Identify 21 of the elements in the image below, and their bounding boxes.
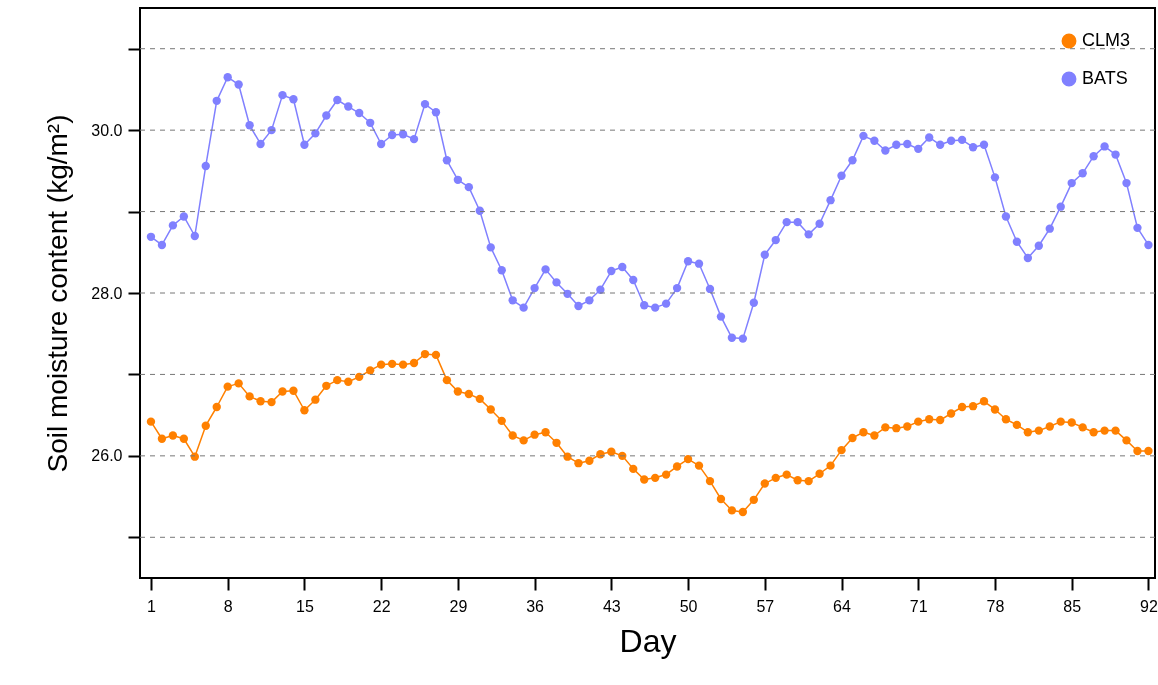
x-tick-label: 15 xyxy=(296,597,314,615)
x-tick-label: 78 xyxy=(986,597,1005,615)
x-tick-label: 92 xyxy=(1140,597,1158,615)
legend-label: CLM3 xyxy=(1082,30,1131,50)
y-axis-title: Soil moisture content (kg/m²) xyxy=(42,114,74,473)
x-tick-label: 8 xyxy=(223,597,233,615)
x-tick-label: 29 xyxy=(449,597,468,615)
x-tick-label: 57 xyxy=(756,597,775,615)
x-axis-title: Day xyxy=(619,622,677,659)
x-tick-label: 71 xyxy=(909,597,928,615)
y-tick-label: 30.0 xyxy=(91,121,123,139)
x-tick-label: 22 xyxy=(372,597,391,615)
x-tick-label: 50 xyxy=(679,597,698,615)
x-tick-label: 43 xyxy=(602,597,621,615)
y-tick-label: 28.0 xyxy=(91,284,123,302)
x-tick-label: 85 xyxy=(1063,597,1082,615)
x-tick-label: 64 xyxy=(833,597,852,615)
x-tick-label: 36 xyxy=(526,597,545,615)
y-tick-label: 26.0 xyxy=(91,447,123,465)
legend-label: BATS xyxy=(1082,68,1128,88)
x-tick-label: 1 xyxy=(147,597,157,615)
